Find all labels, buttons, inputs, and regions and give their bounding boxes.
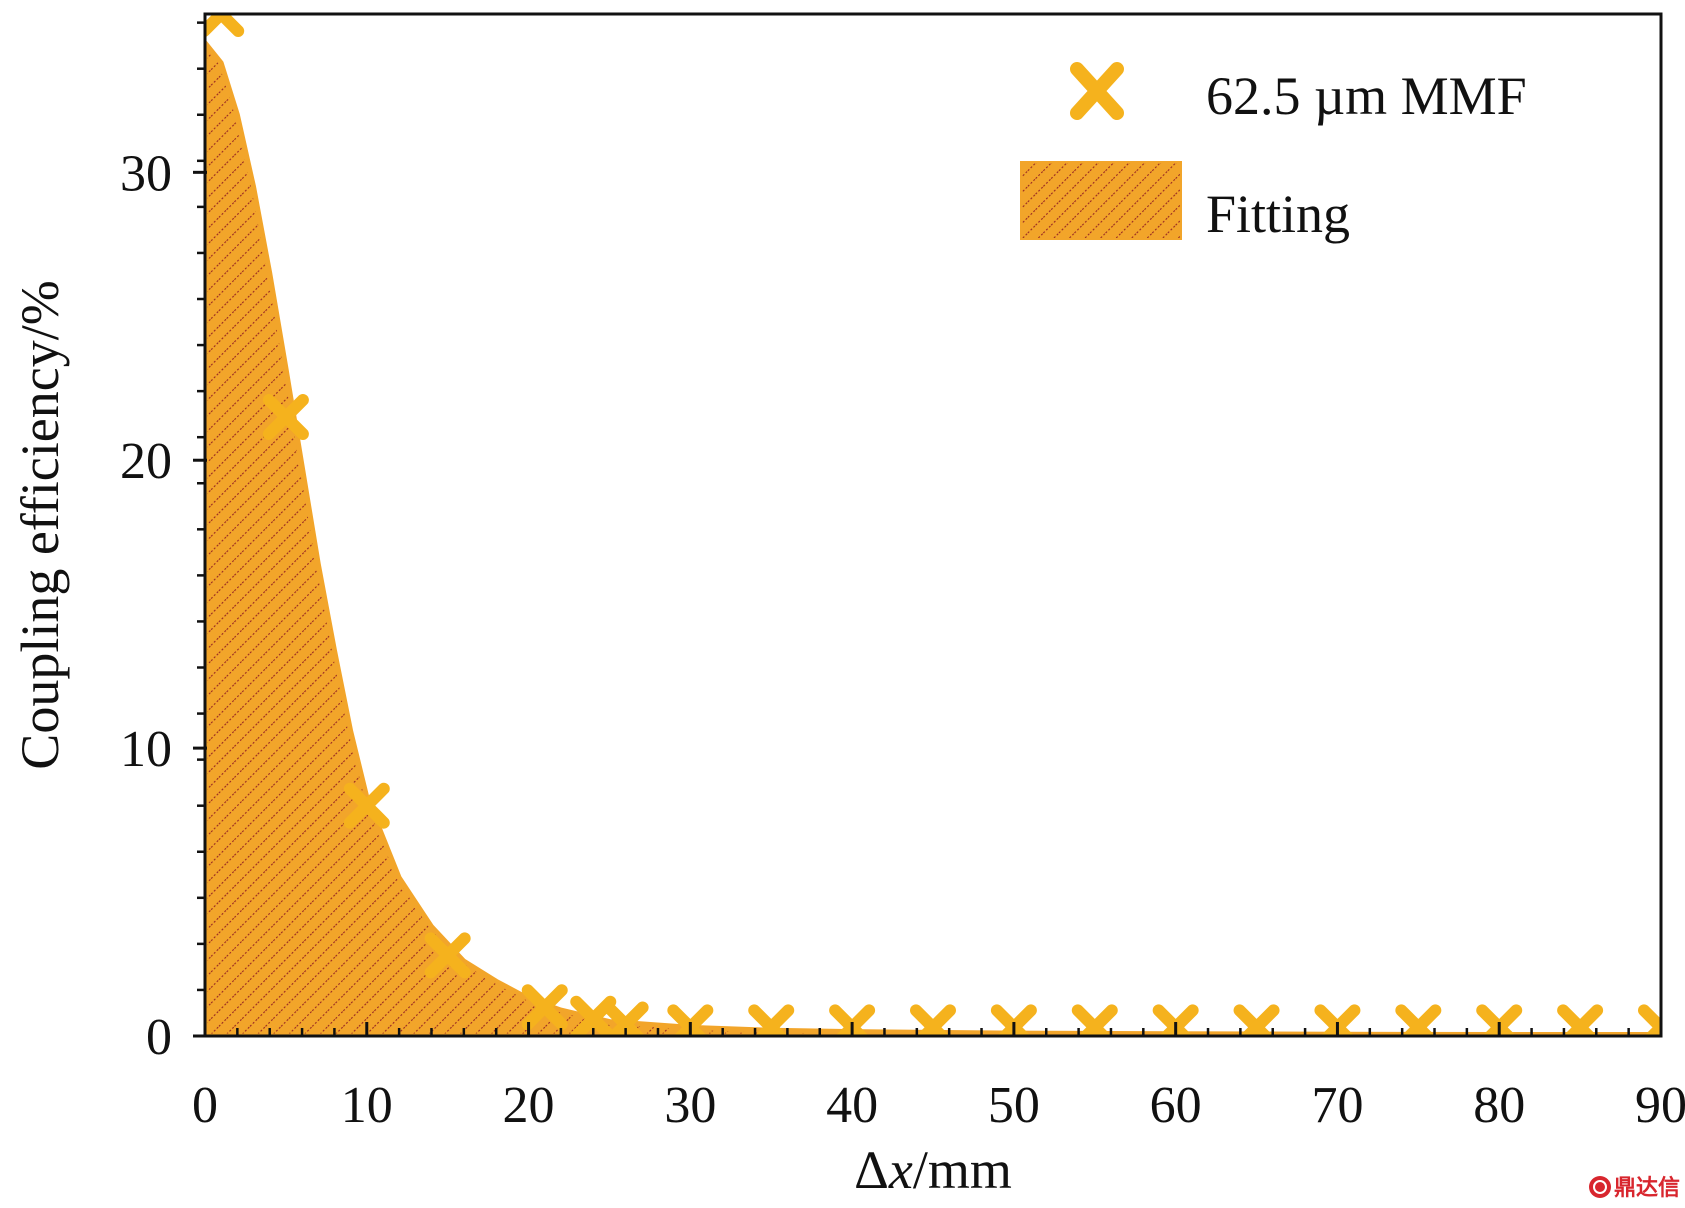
x-axis-title-unit: /mm [913,1140,1012,1200]
legend: 62.5 µm MMF Fitting [1020,62,1527,244]
axis-ticks [193,21,1663,1038]
y-axis-title: Coupling efficiency/% [10,280,70,769]
fitting-area-layer [205,40,1661,1036]
plot-frame [203,12,1663,1038]
legend-swatch-fitting [1020,161,1182,240]
x-tick-label: 60 [1150,1077,1202,1134]
data-point-x-marker [343,782,390,829]
x-tick-label: 90 [1635,1077,1685,1134]
x-tick-label: 20 [503,1077,555,1134]
data-point-x-marker [1071,1004,1118,1036]
data-point-x-marker [748,1004,795,1036]
legend-marker-x-icon [1070,62,1124,120]
x-tick-label: 80 [1473,1077,1525,1134]
data-point-x-marker [1395,1004,1442,1036]
x-tick-label: 70 [1311,1077,1363,1134]
data-point-x-marker [205,14,245,37]
y-tick-label: 0 [146,1009,172,1066]
data-point-x-marker [424,932,471,979]
x-tick-label: 10 [341,1077,393,1134]
y-tick-label: 30 [120,145,172,202]
data-point-x-marker [262,394,309,441]
fitting-area [205,40,1661,1036]
data-point-layer [205,14,1661,1036]
y-axis-tick-labels: 0 10 20 30 [120,145,172,1066]
x-axis-title-prefix: Δ [854,1140,889,1200]
y-tick-label: 20 [120,433,172,490]
watermark: 鼎达信 [1589,1175,1680,1201]
data-point-x-marker [1233,1004,1280,1036]
x-axis-tick-labels: 0 10 20 30 40 50 60 70 80 90 [192,1077,1685,1134]
legend-label-markers: 62.5 µm MMF [1206,66,1527,126]
x-tick-label: 30 [664,1077,716,1134]
x-tick-label: 50 [988,1077,1040,1134]
data-point-x-marker [1557,1004,1604,1036]
data-point-x-marker [910,1004,956,1036]
x-axis-title: Δx/mm [854,1140,1012,1200]
y-tick-label: 10 [120,721,172,778]
watermark-text: 鼎达信 [1614,1175,1680,1201]
x-tick-label: 40 [826,1077,878,1134]
x-axis-title-variable: x [888,1140,913,1200]
seal-icon [1589,1176,1611,1198]
data-point-x-marker [1638,1004,1661,1036]
data-point-x-marker [521,984,568,1031]
legend-label-fitting: Fitting [1206,184,1350,244]
x-tick-label: 0 [192,1077,218,1134]
